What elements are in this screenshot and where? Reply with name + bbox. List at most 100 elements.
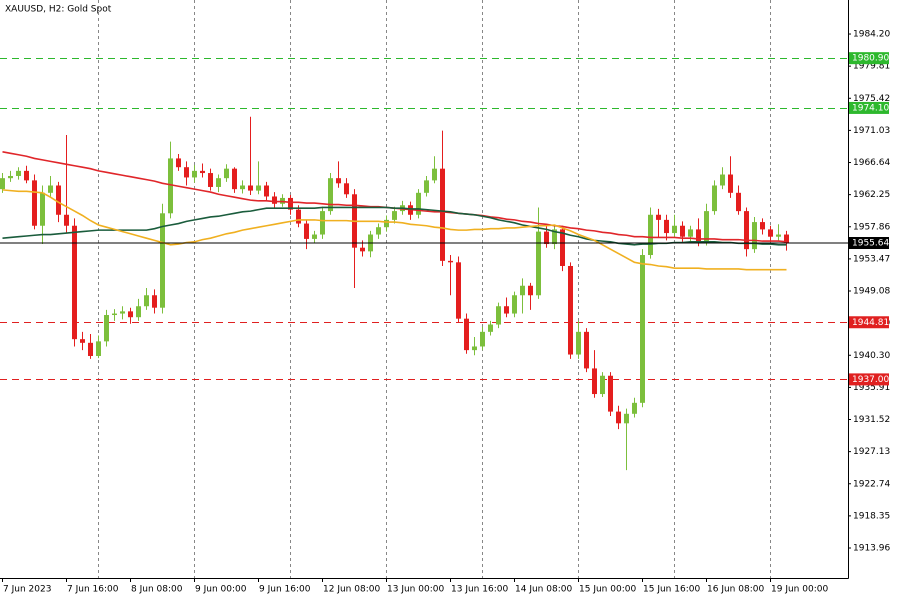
candle-body [576, 331, 581, 355]
candle-body [528, 285, 533, 296]
y-tick-label: 1979.81 [853, 62, 890, 72]
candle-body [392, 211, 397, 220]
candle-body [168, 158, 173, 214]
y-tick-label: 1966.64 [853, 158, 890, 168]
level-label: 1974.10 [852, 103, 889, 113]
candle-body [32, 180, 37, 226]
candle-body [160, 213, 165, 308]
y-tick-label: 1953.47 [853, 254, 890, 264]
candle-body [128, 311, 133, 318]
candle-body [600, 375, 605, 395]
price-label-box [849, 237, 889, 250]
candle-body [688, 229, 693, 237]
candle-body [616, 411, 621, 424]
candle-body [592, 368, 597, 395]
candle-body [80, 339, 85, 343]
candle-body [520, 285, 525, 296]
x-tick-label: 15 Jun 00:00 [579, 585, 636, 595]
moving-average [2, 189, 787, 271]
candle-body [384, 219, 389, 228]
candle-body [296, 209, 301, 224]
candle-body [656, 214, 661, 220]
candle-body [552, 229, 557, 245]
level-label-box [849, 316, 889, 329]
candle-body [336, 178, 341, 184]
x-tick-label: 13 Jun 16:00 [451, 585, 508, 595]
candle-body [240, 185, 245, 190]
candle-body [344, 183, 349, 195]
candle-body [24, 170, 29, 181]
candle-body [288, 197, 293, 210]
candle-body [440, 168, 445, 261]
y-tick-label: 1975.42 [853, 94, 890, 104]
candle-body [152, 295, 157, 308]
candle-body [632, 402, 637, 414]
candle-body [424, 180, 429, 193]
y-tick-label: 1949.08 [853, 287, 890, 297]
y-tick-label: 1913.96 [853, 543, 890, 553]
candle-body [256, 185, 261, 191]
y-tick-label: 1935.91 [853, 383, 890, 393]
candle-body [312, 234, 317, 239]
level-label: 1937.00 [852, 375, 889, 385]
y-tick-label: 1927.13 [853, 447, 890, 457]
candle-body [760, 222, 765, 230]
candle-body [112, 313, 117, 316]
y-tick-label: 1962.25 [853, 190, 890, 200]
candle-body [480, 331, 485, 347]
level-label-box [849, 52, 889, 65]
candle-body [200, 170, 205, 174]
candle-body [192, 170, 197, 178]
x-tick-label: 8 Jun 08:00 [131, 585, 183, 595]
candle-body [640, 255, 645, 403]
candle-body [328, 178, 333, 212]
candle-body [96, 341, 101, 356]
candle-body [696, 229, 701, 242]
y-tick-label: 1971.03 [853, 126, 890, 136]
x-tick-label: 9 Jun 00:00 [195, 585, 247, 595]
candle-body [664, 219, 669, 234]
candle-body [320, 211, 325, 235]
candle-body [496, 306, 501, 325]
candle-body [568, 265, 573, 355]
candle-body [224, 168, 229, 179]
candle-body [176, 158, 181, 168]
candle-body [672, 225, 677, 234]
y-tick-label: 1940.30 [853, 351, 890, 361]
candle-body [104, 315, 109, 342]
candle-body [752, 222, 757, 250]
x-tick-label: 19 Jun 00:00 [771, 585, 828, 595]
candle-body [536, 231, 541, 296]
candle-body [784, 234, 789, 244]
candle-body [648, 214, 653, 256]
candle-body [456, 262, 461, 319]
x-tick-label: 7 Jun 16:00 [67, 585, 119, 595]
candle-body [48, 185, 53, 193]
candle-body [216, 178, 221, 187]
candle-body [544, 231, 549, 245]
candle-body [64, 214, 69, 226]
chart-title: XAUUSD, H2: Gold Spot [5, 5, 112, 15]
candle-body [232, 168, 237, 190]
candle-body [416, 192, 421, 215]
candle-body [720, 174, 725, 186]
x-tick-label: 12 Jun 08:00 [323, 585, 380, 595]
candle-body [184, 167, 189, 178]
candle-body [208, 173, 213, 187]
price-label: 1955.64 [852, 239, 889, 249]
level-label-box [849, 373, 889, 386]
candle-body [464, 318, 469, 351]
y-tick-label: 1922.74 [853, 479, 890, 489]
x-tick-label: 15 Jun 16:00 [643, 585, 700, 595]
x-tick-label: 9 Jun 16:00 [259, 585, 311, 595]
candle-body [56, 185, 61, 215]
candle-body [432, 168, 437, 181]
candle-body [0, 178, 5, 190]
candle-body [488, 324, 493, 332]
y-tick-label: 1918.35 [853, 511, 890, 521]
candle-body [16, 170, 21, 176]
candle-body [120, 311, 125, 314]
candle-body [704, 211, 709, 242]
